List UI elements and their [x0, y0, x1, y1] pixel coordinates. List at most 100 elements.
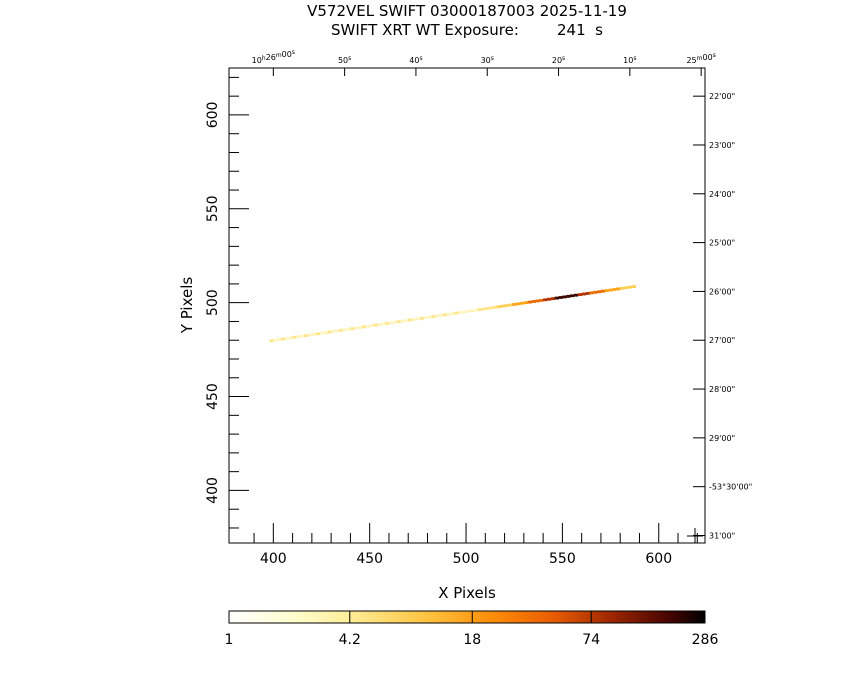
streak-pixel: [566, 294, 571, 298]
dec-tick-label: 27'00": [709, 336, 735, 345]
colorbar-labels: 1 4.2 18 74 286: [225, 632, 719, 648]
x-tick-label: 600: [645, 551, 672, 567]
colorbar-tick-label: 4.2: [339, 632, 361, 648]
streak-pixel: [431, 315, 436, 318]
ra-tick-label: 20s: [552, 55, 565, 65]
streak-pixel: [481, 307, 486, 311]
streak-pixel: [304, 334, 309, 337]
streak-pixel: [573, 293, 579, 297]
x-tick-label: 550: [549, 551, 576, 567]
streak-pixel: [388, 321, 394, 325]
streak-pixel: [512, 302, 517, 306]
streak-pixel: [535, 299, 540, 303]
streak-pixel: [620, 286, 625, 290]
y-tick-label: 600: [205, 102, 221, 129]
ra-tick-label: 50s: [338, 55, 351, 65]
dec-tick-label: 23'00": [709, 141, 735, 150]
streak-pixel: [408, 318, 413, 322]
streak-pixel: [273, 338, 278, 342]
streak-pixel: [412, 317, 417, 321]
y-tick-label: 500: [205, 289, 221, 316]
colorbar-frame: [228, 610, 706, 624]
streak-pixel: [442, 313, 448, 317]
streak-pixel: [308, 333, 313, 337]
y-tick-label: 450: [205, 383, 221, 410]
streak-pixel: [504, 304, 509, 307]
streak-pixel: [477, 308, 482, 311]
streak-pixel: [516, 302, 521, 306]
streak-pixel: [589, 291, 594, 295]
dec-tick-label: 22'00": [709, 92, 735, 101]
x-tick-label: 400: [260, 551, 287, 567]
streak-pixel: [342, 328, 347, 332]
streak-pixel: [350, 327, 355, 331]
streak-pixel: [454, 311, 459, 315]
streak-pixel: [462, 310, 467, 314]
streak-pixel: [527, 300, 532, 304]
streak-pixel: [577, 293, 583, 297]
streak-pixel: [435, 314, 440, 318]
streak-pixel: [489, 306, 494, 310]
ra-tick-label: 10s: [623, 55, 636, 65]
streak-pixel: [369, 324, 374, 328]
streak-pixel: [546, 297, 552, 301]
x-tick-labels: 400 450 500 550 600: [260, 551, 672, 567]
streak-pixel: [600, 289, 606, 293]
streak-pixel: [466, 309, 471, 313]
ra-tick-label: 40s: [409, 55, 422, 65]
colorbar-tick-label: 74: [582, 632, 600, 648]
streak-pixel: [539, 298, 544, 302]
streak-pixel: [327, 330, 332, 334]
streak-pixel: [300, 334, 305, 338]
streak-pixel: [427, 315, 432, 319]
streak-pixel: [543, 298, 548, 302]
dec-tick-label: 24'00": [709, 190, 735, 199]
source-streak: [269, 285, 637, 343]
chart-subtitle: SWIFT XRT WT Exposure: 241 s: [331, 21, 603, 39]
streak-pixel: [496, 305, 502, 309]
streak-pixel: [519, 301, 525, 305]
x-tick-label: 450: [356, 551, 383, 567]
streak-pixel: [523, 301, 529, 305]
streak-pixel: [292, 335, 297, 339]
streak-pixel: [473, 308, 478, 312]
streak-pixel: [608, 288, 613, 292]
streak-pixel: [288, 336, 293, 340]
x-tick-label: 500: [453, 551, 480, 567]
streak-pixel: [392, 320, 398, 324]
streak-pixel: [631, 285, 637, 288]
x-tick-marks: [253, 523, 698, 543]
streak-pixel: [485, 307, 490, 310]
streak-pixel: [562, 295, 567, 299]
streak-pixel: [581, 292, 586, 296]
streak-pixel: [361, 325, 367, 329]
streak-pixel: [338, 328, 344, 332]
dec-axis-labels: 22'00" 23'00" 24'00" 25'00" 26'00" 27'00" 28'0…: [693, 92, 752, 540]
streak-pixel: [277, 338, 282, 341]
ra-axis-labels: 10h26m00s 50s 40s 30s 20s 10s 25m00s: [252, 49, 716, 76]
streak-pixel: [604, 289, 610, 292]
dec-tick-label: -53°30'00": [709, 483, 752, 492]
streak-pixel: [597, 290, 602, 294]
streak-pixel: [269, 339, 274, 343]
streak-pixel: [585, 292, 590, 295]
streak-pixel: [281, 337, 286, 341]
y-tick-labels: 400 450 500 550 600: [205, 102, 221, 504]
streak-pixel: [323, 331, 328, 335]
y-axis-label: Y Pixels: [178, 277, 196, 335]
streak-pixel: [358, 326, 363, 329]
streak-pixel: [531, 300, 536, 303]
streak-pixel: [558, 296, 563, 299]
streak-pixel: [396, 320, 401, 324]
streak-pixel: [439, 313, 444, 317]
colorbar-tick-label: 18: [463, 632, 481, 648]
y-tick-label: 400: [205, 477, 221, 504]
streak-pixel: [458, 311, 463, 314]
streak-pixel: [381, 322, 386, 326]
streak-pixel: [284, 336, 290, 340]
streak-pixel: [624, 286, 629, 290]
streak-pixel: [365, 324, 371, 328]
streak-pixel: [311, 332, 317, 336]
streak-pixel: [419, 316, 425, 320]
